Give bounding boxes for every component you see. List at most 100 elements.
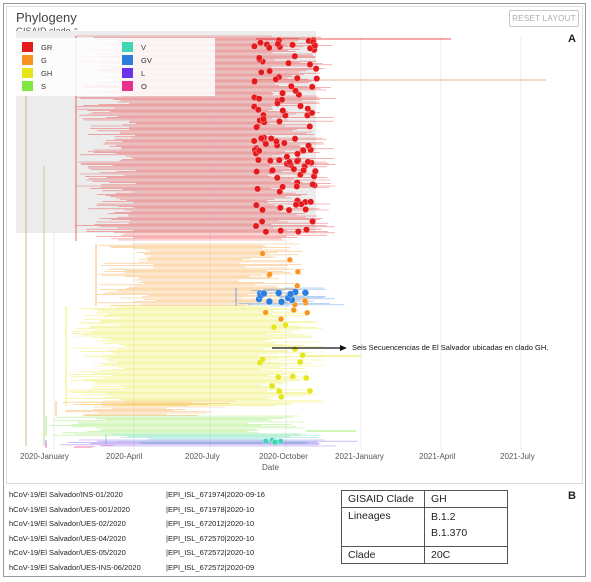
tip-node [268,382,276,390]
tip-node [275,289,283,297]
legend-swatch [122,81,133,91]
legend-item-o[interactable]: O [122,81,147,91]
x-tick-label: 2020-January [20,452,69,461]
tip-node [269,167,276,174]
sequence-id: |EPI_ISL_672572|2020-09 [166,563,255,572]
legend-label: G [41,55,47,65]
sequence-id: |EPI_ISL_671978|2020-10 [166,505,255,514]
tip-node [291,135,299,143]
tip-node [311,42,319,50]
legend-swatch [22,55,33,65]
tip-node [274,40,282,48]
tip-node [305,142,312,149]
tip-node [253,201,260,209]
tip-node [278,316,284,323]
tip-node [262,438,269,445]
tip-node [259,250,266,257]
table-row: Clade 20C [341,546,508,564]
sequence-id: |EPI_ISL_672012|2020-10 [166,519,255,528]
panel-label-b: B [568,490,576,502]
tip-node [290,165,298,173]
tip-node [254,106,262,114]
tip-node [303,374,310,382]
tip-node [307,198,315,206]
tip-node [258,218,266,225]
tip-node [291,345,299,353]
tip-node [267,135,275,142]
legend-swatch [122,68,133,78]
tip-node [302,297,308,304]
tip-node [276,118,283,125]
legend-item-l[interactable]: L [122,68,145,78]
legend-item-gr[interactable]: GR [22,42,52,52]
tip-node [291,52,299,60]
sequence-id: |EPI_ISL_672572|2020-10 [166,548,255,557]
tip-node [285,206,293,214]
tip-node [255,147,263,155]
legend-item-s[interactable]: S [22,81,46,91]
lineages-value: B.1.2 B.1.370 [424,507,508,547]
table-row: Lineages B.1.2 B.1.370 [341,507,508,547]
tip-node [266,157,274,165]
tip-node [265,44,273,52]
clade-label: Clade [341,546,425,564]
tip-node [294,228,302,235]
tip-node [292,87,299,95]
legend-swatch [22,81,33,91]
legend-swatch [22,68,33,78]
tip-node [290,307,297,313]
x-tick-label: 2021-January [335,452,384,461]
tip-node [285,59,292,67]
panel-title: Phylogeny [16,10,77,25]
legend-swatch [122,42,133,52]
sequence-name: hCoV-19/El Salvador/UES-04/2020 [9,534,126,543]
tip-node [294,268,301,275]
tip-node [277,227,285,235]
gisaid-clade-label: GISAID Clade [341,490,425,508]
sequence-id: |EPI_ISL_672570|2020-10 [166,534,255,543]
tip-node [273,138,280,145]
tip-node [250,137,258,145]
tip-node [259,206,266,214]
sequence-name: hCoV-19/El Salvador/UES-INS-06/2020 [9,563,141,572]
tip-node [260,115,267,123]
lineage-item: B.1.2 [431,511,456,523]
tip-node [253,123,260,131]
sequence-name: hCoV-19/El Salvador/UES-02/2020 [9,519,126,528]
tip-node [274,100,281,107]
tip-node [276,204,284,212]
tip-node [276,387,283,395]
tip-node [304,105,312,113]
tip-node [257,134,265,142]
tip-node [308,83,316,91]
x-tick-label: 2020-October [259,452,308,461]
tip-node [257,39,264,47]
legend-label: GV [141,55,152,65]
tip-node [289,41,296,49]
tip-node [254,185,261,193]
tip-node [265,297,273,306]
legend-item-v[interactable]: V [122,42,146,52]
tip-node [275,374,282,381]
tip-node [293,74,301,82]
tip-node [289,373,296,380]
tip-node [255,95,263,103]
reset-layout-button[interactable]: RESET LAYOUT [509,10,579,27]
legend-item-gv[interactable]: GV [122,55,152,65]
legend-swatch [22,42,33,52]
tip-node [255,54,263,62]
tip-node [282,321,289,329]
tip-node [283,153,291,160]
legend-swatch [122,55,133,65]
tip-node [313,75,321,82]
legend-item-gh[interactable]: GH [22,68,52,78]
tip-node [299,352,306,359]
tip-node [297,358,304,366]
tip-node [293,157,301,165]
tip-node [255,156,262,164]
legend-item-g[interactable]: G [22,55,47,65]
tip-node [312,167,319,175]
tip-node [306,61,314,68]
tip-node [279,107,287,114]
tip-node [304,309,311,316]
